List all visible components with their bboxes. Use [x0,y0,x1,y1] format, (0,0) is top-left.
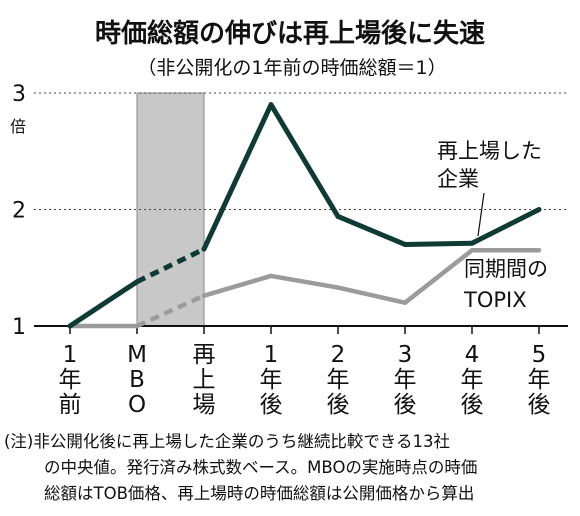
legend-series-2-line-1: 同期間の [464,257,548,281]
x-label-1-char-2: 年 [59,367,82,393]
x-label-1-char-3: 前 [59,392,82,418]
x-label-8-char-2: 年 [528,367,551,393]
chart-subtitle: （非公開化の1年前の時価総額＝1） [137,57,446,79]
series-2-segment-5 [335,285,408,305]
series-2-segment-6 [402,248,475,305]
note-line-3: 総額はTOB価格、再上場時の時価総額は公開価格から算出 [44,484,474,503]
x-label-6-char-3: 後 [394,392,417,418]
x-label-2-char-3: O [128,392,146,418]
x-label-7-char-1: 4 [465,342,480,368]
legend-series-1-leader [477,192,485,237]
x-label-6-char-1: 3 [398,342,413,368]
series-1-segment-2 [135,246,206,284]
chart-title: 時価総額の伸びは再上場後に失速 [95,18,485,49]
legend-series-2-line-2: TOPIX [463,288,527,312]
x-label-5-char-2: 年 [327,367,350,393]
series-1-segment-7 [469,207,542,246]
y-tick-label-2: 2 [12,199,26,224]
series-2-segment-4 [268,273,341,290]
y-unit-label: 倍 [10,117,26,136]
x-label-8-char-3: 後 [528,392,551,418]
series-1-segment-6 [402,240,475,247]
note-block: (注)非公開化後に再上場した企業のうち継続比較できる13社 の中央値。発行済み株… [4,432,477,503]
x-label-7-char-3: 後 [461,392,484,418]
note-line-1: (注)非公開化後に再上場した企業のうち継続比較できる13社 [4,432,450,451]
x-label-5-char-1: 2 [331,342,346,368]
x-label-3-char-1: 再 [193,342,216,368]
x-label-2-char-2: B [129,367,145,393]
legend-series-1-line-2: 企業 [437,167,479,191]
x-label-8-char-1: 5 [532,342,547,368]
series-1-segment-3 [201,102,274,252]
note-line-2: の中央値。発行済み株式数ベース。MBOの実施時点の時価 [44,458,477,477]
x-label-3-char-2: 上 [193,367,216,393]
x-label-2-char-1: M [127,342,147,368]
y-tick-label-1: 1 [12,315,26,340]
legend-series-1-line-1: 再上場した [437,139,542,163]
x-label-5-char-3: 後 [327,392,350,418]
x-label-4-char-1: 1 [264,342,279,368]
series-2-segment-2 [136,293,205,329]
x-label-7-char-2: 年 [461,367,484,393]
x-label-6-char-2: 年 [394,367,417,393]
x-label-1-char-1: 1 [63,342,78,368]
series-2-segment-3 [201,273,274,298]
y-tick-label-3: 3 [12,82,26,107]
x-label-4-char-3: 後 [260,392,283,418]
x-label-3-char-3: 場 [193,392,216,418]
series-1-segment-5 [335,213,408,247]
series-1-segment-4 [268,102,341,219]
series-1-segment-1 [67,279,140,329]
x-label-4-char-2: 年 [260,367,283,393]
